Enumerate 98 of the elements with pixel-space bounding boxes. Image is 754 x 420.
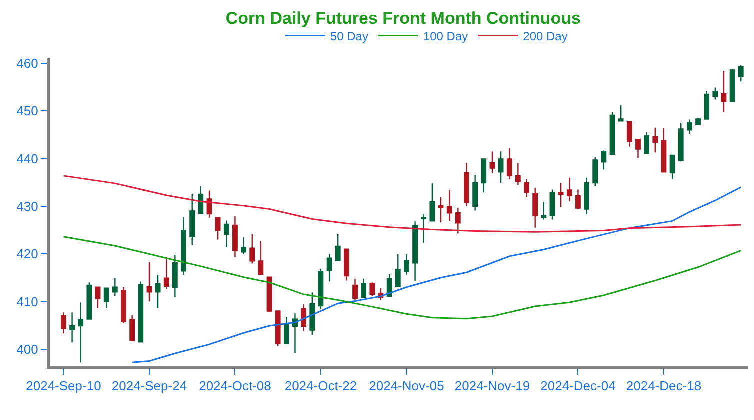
candlestick <box>686 119 692 135</box>
legend-label: 50 Day <box>330 29 368 44</box>
candlestick <box>284 316 290 344</box>
candlestick <box>464 162 470 208</box>
candlestick <box>78 302 84 364</box>
legend-label: 100 Day <box>423 29 468 44</box>
candlestick <box>652 127 658 154</box>
candlestick <box>430 182 436 222</box>
x-tick-label: 2024-Oct-22 <box>284 378 358 394</box>
candlestick <box>395 253 401 288</box>
candlestick <box>506 148 512 180</box>
candlestick <box>601 150 607 170</box>
candlestick <box>155 274 161 309</box>
candlestick <box>386 274 392 298</box>
candlestick <box>232 216 238 258</box>
candlestick <box>95 286 101 309</box>
candlestick <box>446 190 452 222</box>
candlestick <box>241 236 246 256</box>
candlestick <box>498 151 504 184</box>
x-tick-label: 2024-Sep-24 <box>112 378 188 394</box>
candlestick <box>524 178 530 198</box>
y-tick-label: 420 <box>16 246 38 262</box>
candlestick <box>712 87 718 100</box>
y-tick-label: 400 <box>16 342 38 357</box>
candlestick <box>592 156 598 187</box>
x-tick-label: 2024-Nov-19 <box>454 378 530 394</box>
candlestick <box>696 118 701 126</box>
candlestick <box>490 151 496 174</box>
candlestick <box>250 233 256 264</box>
candlestick <box>361 278 367 298</box>
candlestick <box>70 312 75 344</box>
candlestick <box>472 174 478 212</box>
candlestick <box>181 216 186 276</box>
candlestick <box>198 186 204 214</box>
line-series <box>62 175 742 233</box>
x-tick-label: 2024-Dec-04 <box>540 378 616 394</box>
candlestick <box>344 248 350 282</box>
candlestick <box>455 207 461 234</box>
candlestick <box>730 68 736 102</box>
candlestick <box>146 262 152 302</box>
candlestick <box>404 254 410 276</box>
candlestick <box>438 196 444 224</box>
candlestick <box>215 217 221 240</box>
candlestick <box>626 122 632 148</box>
candlestick <box>61 312 66 334</box>
candlestick <box>532 187 538 228</box>
x-tick-label: 2024-Sep-10 <box>26 378 102 394</box>
candlestick <box>618 104 624 122</box>
y-tick-label: 460 <box>16 56 38 72</box>
candlestick <box>515 162 521 186</box>
x-tick-label: 2024-Dec-18 <box>626 378 702 394</box>
candlestick <box>112 278 118 297</box>
y-tick-label: 450 <box>16 104 38 119</box>
candlestick <box>190 194 196 246</box>
candlestick <box>104 287 110 309</box>
candlestick <box>704 90 710 120</box>
candlestick <box>301 304 307 332</box>
candlestick <box>370 282 376 298</box>
candlestick <box>421 214 427 244</box>
candlestick <box>576 189 581 210</box>
candlestick <box>224 220 230 248</box>
line-series <box>62 236 742 320</box>
candlestick <box>352 278 358 301</box>
candlestick <box>584 177 590 216</box>
y-tick-label: 430 <box>16 198 38 214</box>
x-tick-label: 2024-Nov-05 <box>369 378 444 394</box>
y-tick-label: 440 <box>16 151 38 166</box>
candlestick <box>678 122 684 162</box>
candlestick <box>738 64 744 82</box>
candlestick <box>275 310 281 347</box>
x-tick-label: 2024-Oct-08 <box>199 378 272 394</box>
candlestick <box>121 286 126 324</box>
candlestick <box>670 154 676 180</box>
candlestick <box>558 182 564 208</box>
chart-title: Corn Daily Futures Front Month Continuous <box>226 9 581 28</box>
candlestick <box>310 292 316 336</box>
candlestick <box>130 314 136 342</box>
line-series <box>132 186 742 364</box>
y-tick-label: 410 <box>16 294 38 310</box>
candlestick <box>172 254 178 298</box>
candlestick <box>610 112 616 156</box>
candlestick <box>550 189 556 220</box>
candlestick <box>481 158 487 194</box>
candlestick <box>661 128 667 174</box>
candlestick <box>326 253 332 282</box>
candlestick <box>412 221 418 282</box>
candlestick <box>566 177 572 202</box>
candlestick <box>258 240 264 276</box>
candlestick <box>164 256 170 290</box>
candlestick <box>335 234 341 262</box>
candlestick <box>292 313 298 354</box>
legend-label: 200 Day <box>523 29 568 44</box>
candlestick <box>86 282 92 320</box>
candlestick <box>541 202 547 220</box>
candlestick <box>721 70 727 113</box>
candlestick <box>138 281 144 344</box>
candlestick <box>636 139 641 159</box>
candlestick <box>644 132 650 154</box>
